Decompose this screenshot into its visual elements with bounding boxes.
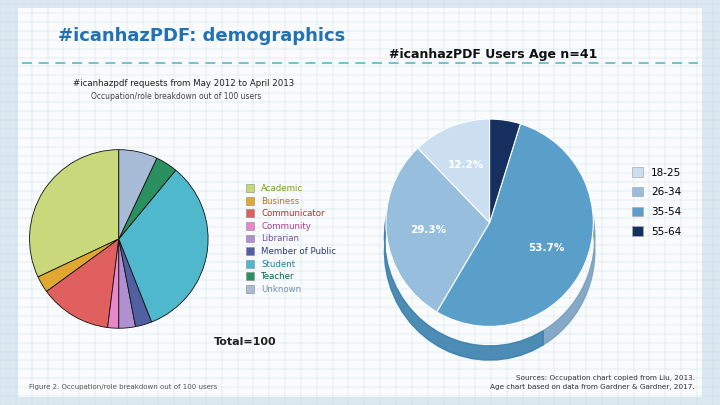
Wedge shape: [119, 170, 208, 322]
Text: 29.3%: 29.3%: [410, 225, 446, 235]
Legend: Academic, Business, Communicator, Community, Librarian, Member of Public, Studen: Academic, Business, Communicator, Commun…: [246, 184, 336, 294]
Text: #icanhazPDF: demographics: #icanhazPDF: demographics: [58, 28, 345, 45]
Wedge shape: [490, 119, 521, 223]
Text: #icanhazpdf requests from May 2012 to April 2013: #icanhazpdf requests from May 2012 to Ap…: [73, 79, 294, 87]
Wedge shape: [119, 150, 157, 239]
Wedge shape: [107, 239, 119, 328]
Wedge shape: [47, 239, 119, 328]
Text: Total=100: Total=100: [214, 337, 276, 347]
Polygon shape: [384, 133, 543, 360]
Wedge shape: [418, 119, 490, 223]
Wedge shape: [30, 150, 119, 277]
FancyBboxPatch shape: [18, 8, 702, 397]
Polygon shape: [543, 158, 595, 345]
Polygon shape: [459, 128, 490, 147]
Text: 53.7%: 53.7%: [528, 243, 564, 253]
Wedge shape: [437, 124, 593, 326]
Legend: 18-25, 26-34, 35-54, 55-64: 18-25, 26-34, 35-54, 55-64: [632, 168, 681, 237]
Polygon shape: [490, 128, 562, 173]
Text: Sources: Occupation chart copied from Liu, 2013.
Age chart based on data from Ga: Sources: Occupation chart copied from Li…: [490, 375, 695, 390]
Wedge shape: [38, 239, 119, 292]
Wedge shape: [119, 158, 176, 239]
Text: Occupation/role breakdown out of 100 users: Occupation/role breakdown out of 100 use…: [91, 92, 261, 101]
Wedge shape: [119, 239, 135, 328]
Wedge shape: [386, 148, 490, 312]
Text: Figure 2. Occupation/role breakdown out of 100 users: Figure 2. Occupation/role breakdown out …: [29, 384, 217, 390]
Wedge shape: [119, 239, 152, 327]
Text: #icanhazPDF Users Age n=41: #icanhazPDF Users Age n=41: [389, 48, 598, 61]
Text: 12.2%: 12.2%: [449, 160, 485, 170]
